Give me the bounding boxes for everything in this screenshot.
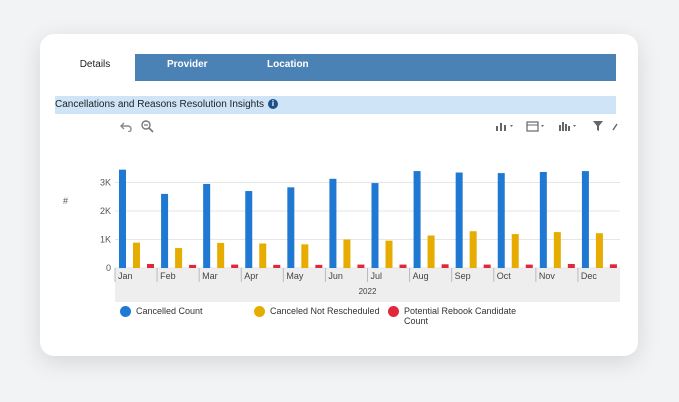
- x-tick-label: Jul: [371, 271, 383, 281]
- legend-marker-cancelled: [120, 306, 131, 317]
- bar-potential-rebook-candidate-count: [483, 264, 491, 268]
- x-tick-label: Apr: [244, 271, 258, 281]
- y-axis-label: #: [63, 196, 68, 206]
- legend-label-cancelled: Cancelled Count: [136, 306, 203, 316]
- legend-item-potential-rebook[interactable]: Potential Rebook Candidate Count: [388, 306, 528, 326]
- bar-cancelled-count: [371, 183, 379, 268]
- bar-cancelled-count: [203, 183, 211, 268]
- chart-type-icon[interactable]: [558, 120, 580, 135]
- zoom-out-icon[interactable]: [141, 120, 154, 136]
- x-tick-label: Sep: [455, 271, 471, 281]
- expand-icon[interactable]: [612, 120, 618, 135]
- bar-potential-rebook-candidate-count: [273, 264, 281, 268]
- calendar-icon[interactable]: [526, 120, 548, 135]
- bar-potential-rebook-candidate-count: [525, 264, 533, 268]
- x-tick-label: Mar: [202, 271, 218, 281]
- y-tick-label: 0: [106, 263, 111, 273]
- bar-cancelled-count: [413, 171, 421, 268]
- bar-canceled-not-rescheduled: [553, 232, 561, 268]
- x-tick-label: Jan: [118, 271, 133, 281]
- tab-bar: Details Provider Location: [55, 54, 616, 82]
- bar-canceled-not-rescheduled: [217, 242, 225, 268]
- tab-provider-label: Provider: [167, 59, 208, 70]
- widget-title-bar: Cancellations and Reasons Resolution Ins…: [55, 96, 616, 114]
- bar-potential-rebook-candidate-count: [567, 264, 575, 268]
- bar-cancelled-count: [497, 173, 505, 268]
- bar-potential-rebook-candidate-count: [357, 264, 365, 268]
- widget-title: Cancellations and Reasons Resolution Ins…: [55, 99, 265, 110]
- legend-label-potential-rebook: Potential Rebook Candidate Count: [404, 306, 517, 326]
- x-tick-label: Feb: [160, 271, 176, 281]
- bar-cancelled-count: [245, 191, 253, 268]
- bar-potential-rebook-candidate-count: [315, 264, 323, 268]
- undo-icon[interactable]: [120, 120, 132, 135]
- legend-marker-canceled-not-rescheduled: [254, 306, 265, 317]
- bar-cancelled-count: [581, 171, 589, 268]
- bar-potential-rebook-candidate-count: [399, 264, 407, 268]
- bar-canceled-not-rescheduled: [511, 234, 519, 268]
- bar-potential-rebook-candidate-count: [189, 264, 197, 268]
- tab-location-label: Location: [267, 59, 309, 70]
- tab-details[interactable]: Details: [55, 54, 135, 82]
- bar-chart: 0 1K 2K 3K # Jan Feb Mar Apr May Jun Jul Aug Sep Oct No…: [63, 169, 620, 302]
- bar-canceled-not-rescheduled: [427, 235, 435, 268]
- x-group-label: 2022: [359, 287, 377, 296]
- x-tick-label: Dec: [581, 271, 598, 281]
- x-tick-label: Aug: [413, 271, 429, 281]
- x-tick-label: Oct: [497, 271, 512, 281]
- filter-icon[interactable]: [592, 120, 604, 135]
- bar-cancelled-count: [539, 171, 547, 268]
- bar-potential-rebook-candidate-count: [441, 264, 449, 268]
- bar-canceled-not-rescheduled: [469, 231, 477, 268]
- add-series-icon[interactable]: [495, 120, 517, 135]
- bar-potential-rebook-candidate-count: [231, 264, 239, 268]
- bar-potential-rebook-candidate-count: [147, 264, 154, 268]
- x-tick-label: Jun: [328, 271, 343, 281]
- bar-canceled-not-rescheduled: [385, 240, 393, 268]
- info-icon[interactable]: i: [268, 99, 279, 110]
- legend-item-canceled-not-rescheduled[interactable]: Canceled Not Rescheduled: [254, 306, 380, 317]
- bar-cancelled-count: [119, 169, 126, 268]
- tab-location[interactable]: Location: [267, 54, 309, 81]
- x-tick-label: Nov: [539, 271, 556, 281]
- dashboard-card: Details Provider Location Cancellations …: [40, 34, 638, 356]
- bar-canceled-not-rescheduled: [343, 239, 351, 268]
- bar-canceled-not-rescheduled: [259, 243, 267, 268]
- tab-provider[interactable]: Provider: [167, 54, 208, 81]
- bar-cancelled-count: [455, 172, 463, 268]
- bar-cancelled-count: [287, 187, 295, 268]
- y-tick-label: 1K: [100, 235, 111, 245]
- tab-details-label: Details: [79, 59, 111, 70]
- bar-cancelled-count: [329, 178, 337, 268]
- bar-cancelled-count: [161, 193, 169, 268]
- legend-marker-potential-rebook: [388, 306, 399, 317]
- legend-label-canceled-not-rescheduled: Canceled Not Rescheduled: [270, 306, 380, 316]
- bar-canceled-not-rescheduled: [595, 233, 603, 268]
- y-tick-label: 2K: [100, 206, 111, 216]
- legend-item-cancelled[interactable]: Cancelled Count: [120, 306, 203, 317]
- bar-canceled-not-rescheduled: [175, 248, 183, 268]
- bar-canceled-not-rescheduled: [133, 242, 140, 268]
- y-tick-label: 3K: [100, 178, 111, 188]
- bar-potential-rebook-candidate-count: [609, 264, 617, 268]
- x-tick-label: May: [286, 271, 304, 281]
- bar-canceled-not-rescheduled: [301, 244, 309, 268]
